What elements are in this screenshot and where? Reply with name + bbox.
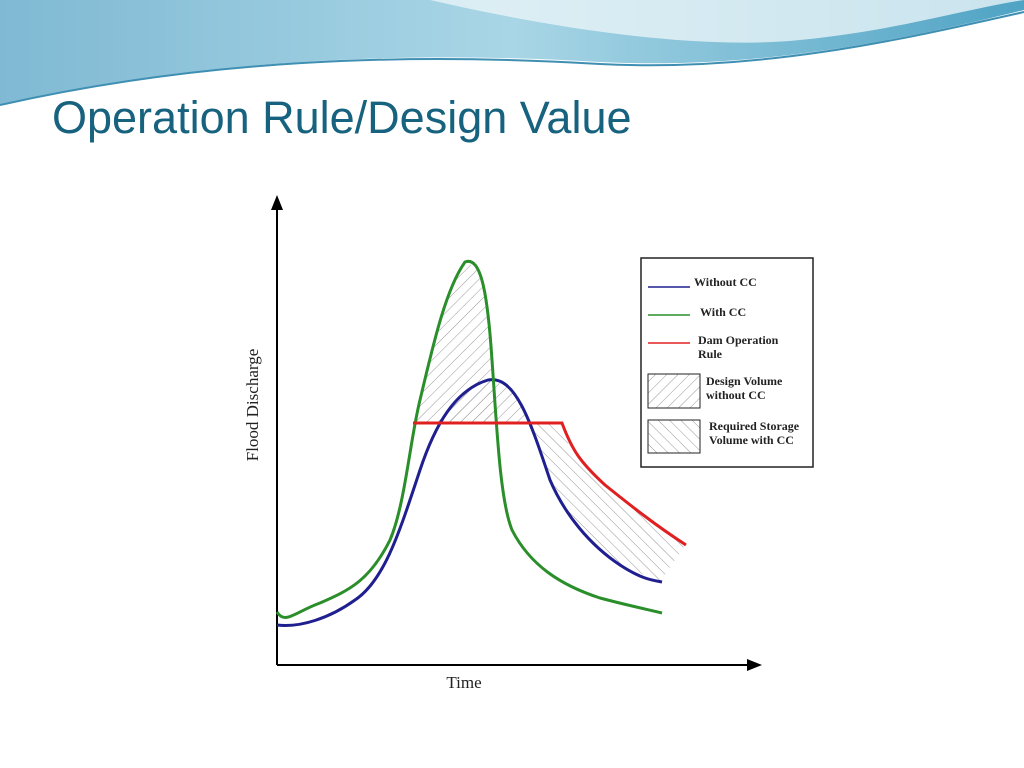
curve-with-cc bbox=[275, 259, 663, 619]
legend-label: Without CC bbox=[694, 275, 757, 289]
y-axis-label: Flood Discharge bbox=[243, 349, 262, 462]
curve-without-cc bbox=[276, 378, 663, 628]
legend-box bbox=[640, 257, 814, 468]
x-arrow bbox=[747, 659, 762, 671]
hatched-areas bbox=[413, 262, 685, 582]
dam-operation-rule bbox=[413, 421, 687, 547]
header-wave bbox=[0, 0, 1024, 106]
axes bbox=[276, 205, 750, 666]
legend-label: Required Storage Volume with CC bbox=[709, 419, 800, 447]
y-arrow bbox=[271, 195, 283, 210]
legend-label: Dam Operation Rule bbox=[698, 333, 779, 361]
legend-label: With CC bbox=[700, 305, 747, 319]
slide-title: Operation Rule/Design Value bbox=[52, 92, 632, 143]
legend-label: Design Volume without CC bbox=[706, 374, 783, 402]
x-axis-label: Time bbox=[446, 673, 481, 692]
